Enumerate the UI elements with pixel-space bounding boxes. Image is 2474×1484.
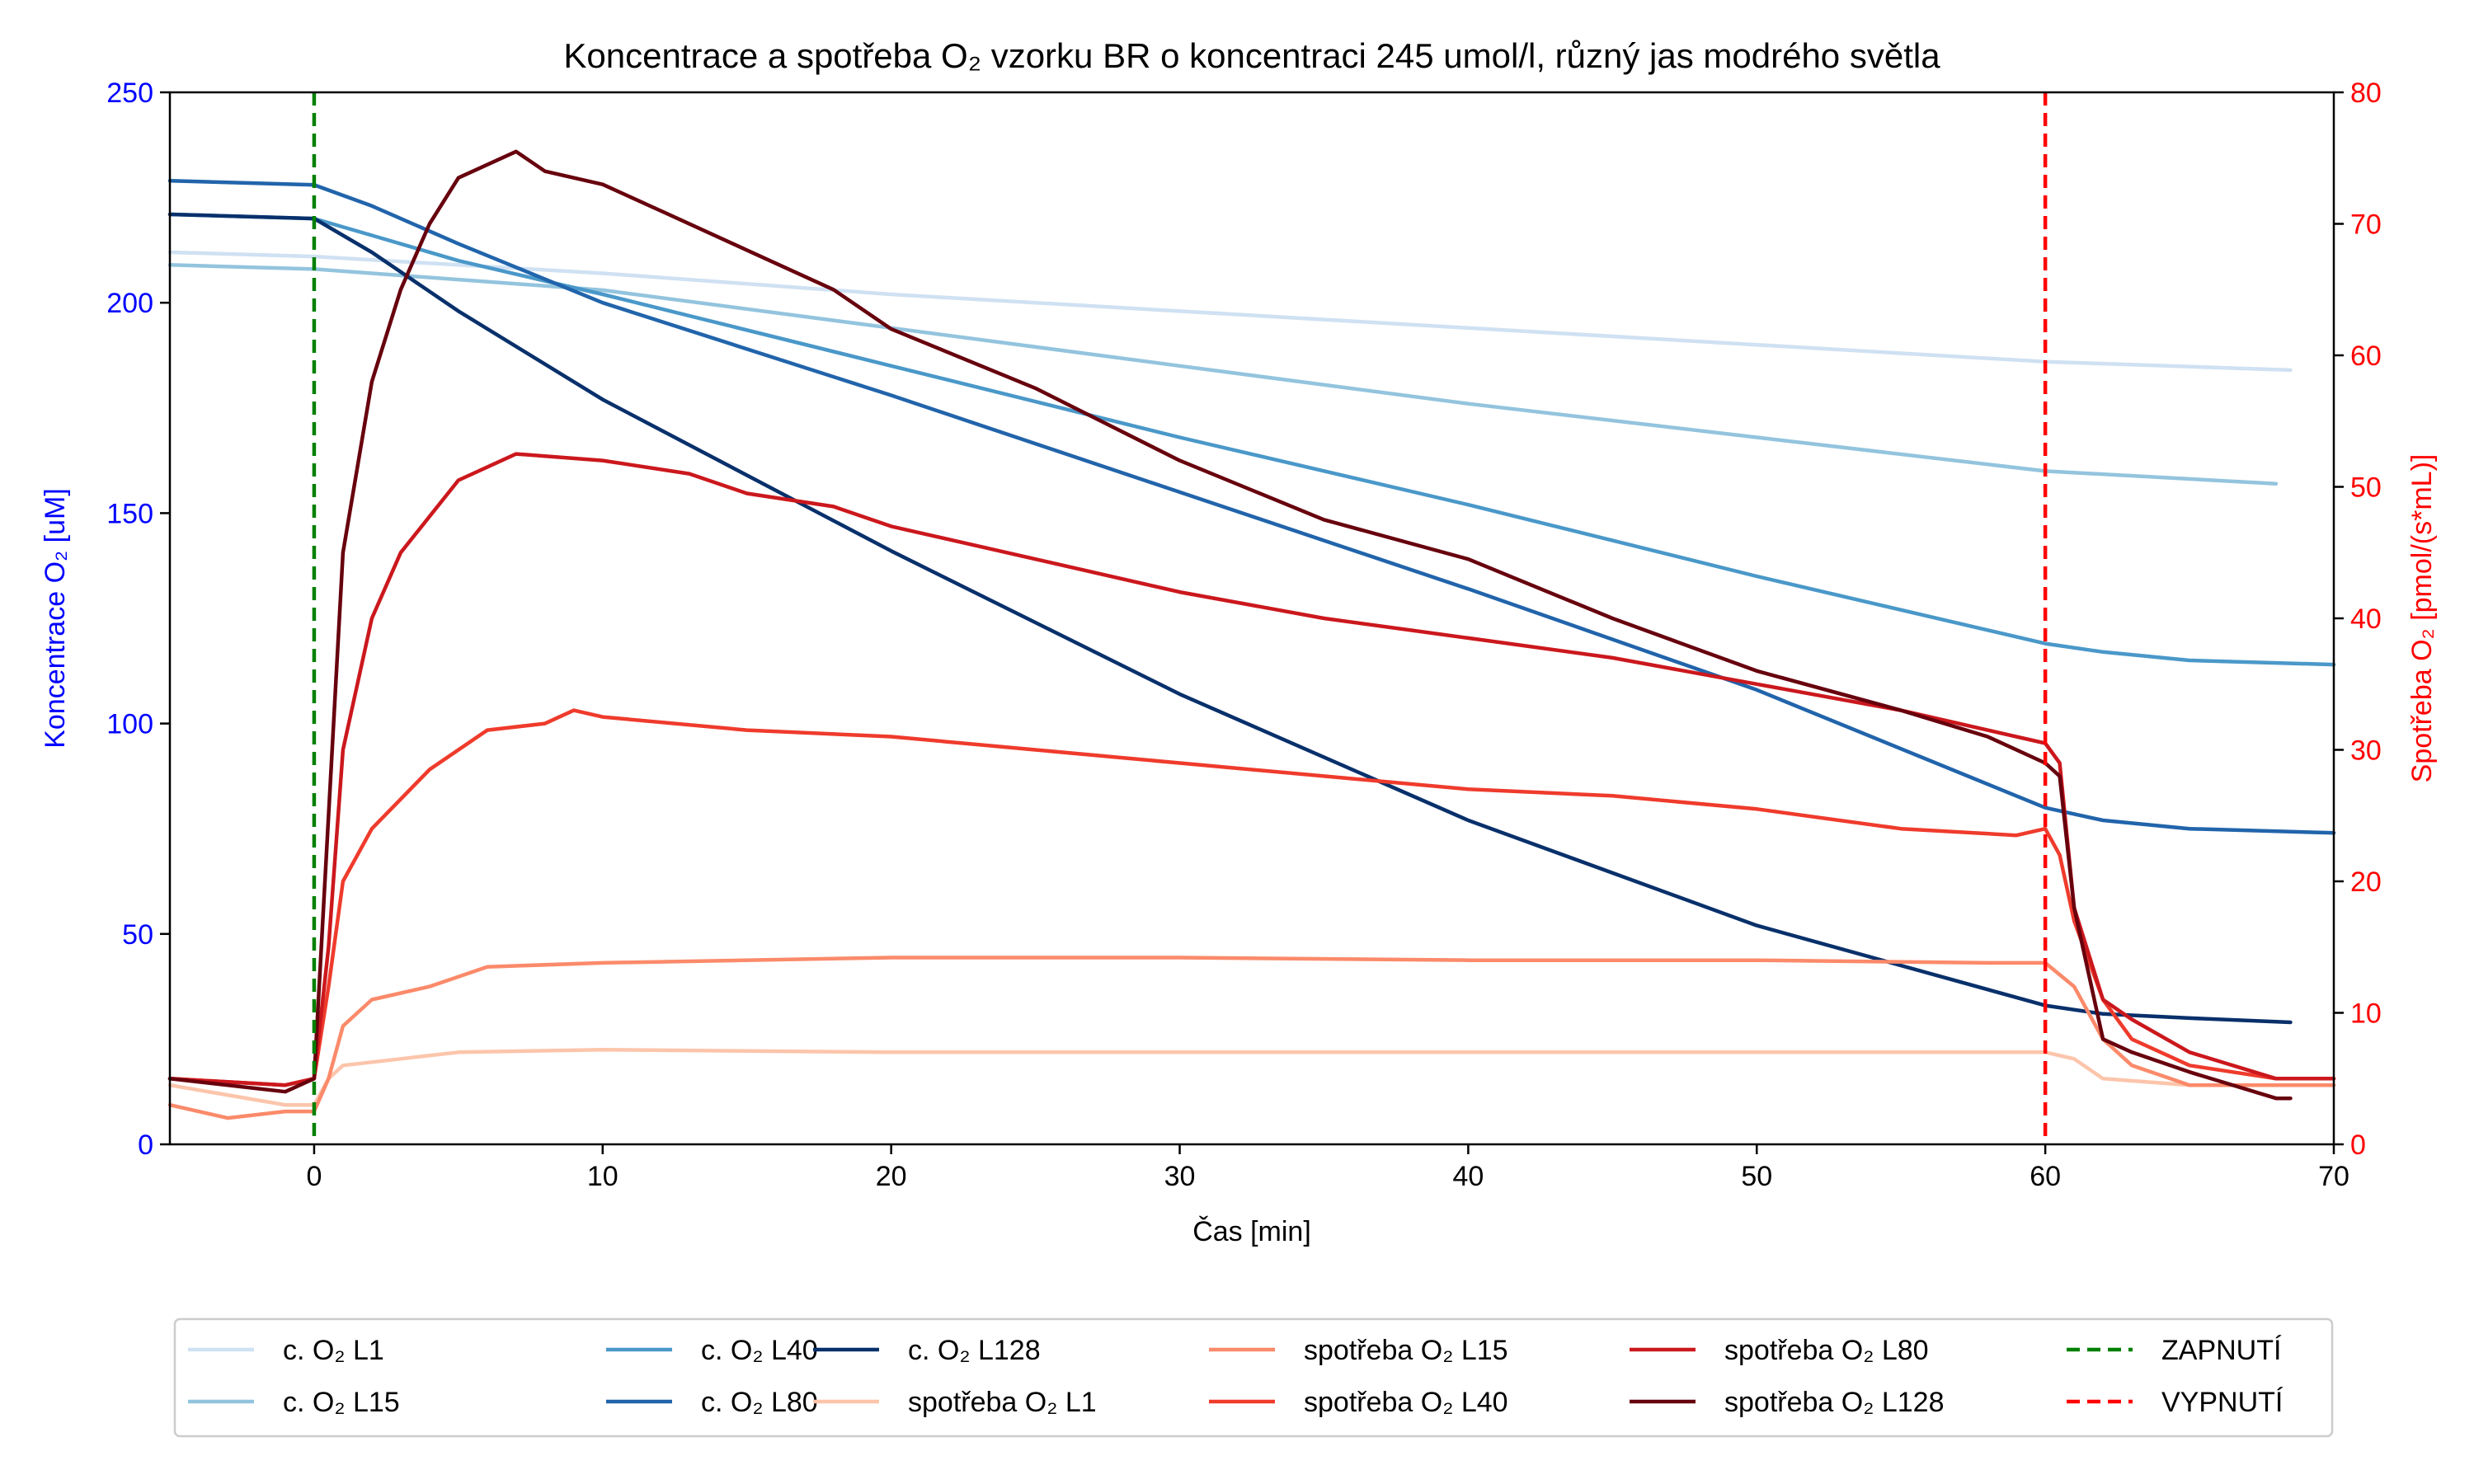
legend-label: spotřeba O₂ L128 [1724, 1387, 1945, 1418]
chart-title: Koncentrace a spotřeba O₂ vzorku BR o ko… [563, 36, 1940, 75]
right-tick-label: 70 [2350, 209, 2382, 241]
right-axis-ticks: 0 10 20 30 40 50 60 70 80 [2334, 77, 2382, 1161]
legend-frame [173, 1317, 2334, 1438]
legend-label: spotřeba O₂ L40 [1304, 1387, 1508, 1418]
legend-label: c. O₂ L128 [908, 1335, 1041, 1366]
event-lines [312, 92, 2048, 1144]
legend-label: c. O₂ L1 [283, 1335, 384, 1366]
right-tick-label: 20 [2350, 866, 2382, 898]
left-axis-ticks: 0 50 100 150 200 250 [106, 77, 170, 1161]
legend-label: c. O₂ L15 [283, 1387, 400, 1418]
series-line-3 [167, 178, 2336, 835]
legend: c. O₂ L1 c. O₂ L15 c. O₂ L40 c. O₂ L80 c. O₂… [173, 1317, 2334, 1438]
series-line-5 [167, 1047, 2336, 1107]
x-tick-label: 10 [587, 1161, 618, 1192]
left-tick-label: 250 [106, 77, 153, 109]
right-tick-label: 60 [2350, 340, 2382, 372]
x-tick-label: 40 [1452, 1161, 1484, 1192]
right-tick-label: 0 [2350, 1129, 2366, 1161]
left-tick-label: 0 [138, 1129, 153, 1161]
legend-label: ZAPNUTÍ [2161, 1335, 2282, 1366]
x-tick-label: 70 [2318, 1161, 2349, 1192]
x-tick-label: 60 [2030, 1161, 2061, 1192]
concentration-lines [167, 178, 2336, 1025]
left-tick-label: 50 [122, 919, 153, 951]
series-line-4 [167, 212, 2293, 1025]
series-line-2 [167, 212, 2336, 667]
legend-label: VYPNUTÍ [2161, 1387, 2284, 1418]
right-axis-label: Spotřeba O₂ [pmol/(s*mL)] [2406, 454, 2438, 783]
left-tick-label: 100 [106, 709, 153, 740]
right-tick-label: 50 [2350, 472, 2382, 504]
left-axis-label: Koncentrace O₂ [uM] [40, 488, 71, 749]
consumption-lines [167, 149, 2336, 1120]
x-axis-ticks: 0 10 20 30 40 50 60 70 [306, 1144, 2349, 1192]
x-tick-label: 0 [306, 1161, 322, 1192]
series-line-6 [167, 956, 2336, 1120]
legend-label: c. O₂ L40 [701, 1335, 818, 1366]
series-line-9 [167, 149, 2293, 1101]
legend-label: spotřeba O₂ L80 [1724, 1335, 1929, 1366]
series-line-1 [167, 263, 2279, 486]
right-tick-label: 80 [2350, 77, 2382, 109]
series-line-0 [167, 250, 2293, 373]
series-line-7 [167, 708, 2336, 1087]
x-axis-label: Čas [min] [1192, 1216, 1311, 1247]
x-tick-label: 20 [876, 1161, 907, 1192]
right-tick-label: 10 [2350, 998, 2382, 1030]
legend-label: spotřeba O₂ L1 [908, 1387, 1097, 1418]
right-tick-label: 40 [2350, 603, 2382, 635]
left-tick-label: 150 [106, 498, 153, 529]
x-tick-label: 50 [1741, 1161, 1772, 1192]
right-tick-label: 30 [2350, 735, 2382, 767]
legend-label: spotřeba O₂ L15 [1304, 1335, 1508, 1366]
left-tick-label: 200 [106, 288, 153, 319]
x-tick-label: 30 [1164, 1161, 1196, 1192]
legend-label: c. O₂ L80 [701, 1387, 818, 1418]
plot-frame [168, 91, 2335, 1146]
